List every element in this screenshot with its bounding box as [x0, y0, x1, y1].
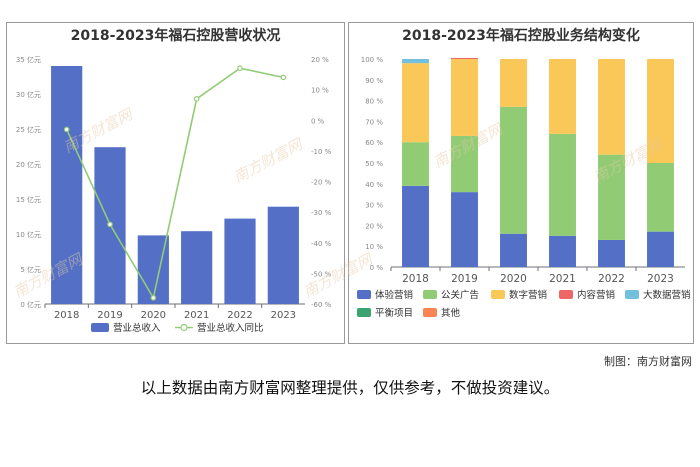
- y-left-tick-label: 10 亿元: [16, 230, 41, 239]
- y-tick-label: 10 %: [365, 243, 383, 251]
- legend-swatch: [559, 290, 573, 299]
- legend-swatch: [357, 308, 371, 317]
- legend-swatch: [491, 290, 505, 299]
- x-tick-label: 2021: [549, 273, 576, 285]
- stacked-bar-segment: [647, 231, 674, 267]
- stacked-bar-segment: [598, 59, 625, 155]
- x-tick-label: 2022: [227, 310, 252, 321]
- y-left-tick-label: 15 亿元: [16, 195, 41, 204]
- legend-label: 体验营销: [375, 289, 414, 301]
- legend-label-revenue: 营业总收入: [113, 322, 161, 334]
- y-right-tick-label: 10 %: [311, 87, 329, 95]
- stacked-bar-segment: [451, 57, 478, 59]
- stacked-bar-segment: [402, 59, 429, 64]
- legend-swatch-revenue: [91, 323, 109, 332]
- legend-swatch: [423, 308, 437, 317]
- x-tick-label: 2018: [402, 273, 429, 285]
- x-tick-label: 2018: [54, 310, 79, 321]
- revenue-chart: 0 亿元 5 亿元 10 亿元 15 亿元 20 亿元 25 亿元 30 亿元 35 亿元 -6…: [16, 55, 332, 334]
- x-tick-label: 2020: [141, 310, 166, 321]
- x-tick-label: 2020: [500, 273, 527, 285]
- legend-swatch: [357, 290, 371, 299]
- y-tick-label: 70 %: [365, 118, 383, 126]
- yoy-growth-point: [237, 65, 243, 71]
- y-tick-label: 0 %: [370, 264, 384, 272]
- stacked-bar-segment: [402, 142, 429, 186]
- legend-swatch-yoy-dot: [180, 323, 188, 332]
- stacked-bar-segment: [500, 106, 527, 234]
- structure-chart: 0 % 10 % 20 % 30 % 40 % 50 % 60 % 70 % 80 % 90 % 1…: [357, 56, 691, 319]
- x-tick-label: 2023: [271, 310, 296, 321]
- x-tick-label: 2022: [598, 273, 625, 285]
- x-tick-label: 2023: [647, 273, 674, 285]
- y-left-tick-label: 35 亿元: [16, 55, 41, 64]
- yoy-growth-point: [193, 96, 200, 102]
- revenue-bar: [267, 206, 299, 304]
- y-right-tick-label: -20 %: [311, 179, 332, 187]
- legend-label: 大数据营销: [643, 289, 691, 301]
- y-right-tick-label: -10 %: [311, 148, 332, 156]
- yoy-growth-point: [63, 126, 70, 133]
- stacked-bar-segment: [402, 185, 429, 267]
- legend-label: 其他: [441, 307, 461, 319]
- y-tick-label: 80 %: [365, 98, 383, 106]
- legend-label: 平衡项目: [375, 307, 413, 319]
- stacked-bar-segment: [500, 59, 527, 107]
- stacked-bar-segment: [549, 133, 576, 236]
- stacked-bar-segment: [647, 163, 674, 232]
- y-tick-label: 60 %: [365, 139, 383, 147]
- chart-credit: 制图：南方财富网: [604, 355, 692, 368]
- stacked-bar-segment: [549, 235, 576, 267]
- y-right-tick-label: -30 %: [311, 209, 332, 217]
- y-left-tick-label: 30 亿元: [16, 90, 41, 99]
- yoy-growth-point: [150, 295, 157, 301]
- y-right-tick-label: -60 %: [311, 301, 332, 309]
- legend-swatch: [625, 290, 639, 299]
- revenue-bar: [181, 231, 213, 304]
- stacked-bar-segment: [451, 59, 478, 136]
- y-tick-label: 90 %: [365, 77, 383, 85]
- y-tick-label: 50 %: [365, 160, 383, 168]
- y-left-tick-label: 20 亿元: [16, 160, 41, 169]
- y-left-tick-label: 25 亿元: [16, 125, 41, 134]
- y-tick-label: 40 %: [365, 181, 383, 189]
- stacked-bar-segment: [500, 233, 527, 267]
- revenue-chart-title: 2018-2023年福石控股营收状况: [70, 28, 281, 44]
- legend-label: 内容营销: [577, 289, 616, 301]
- yoy-growth-point: [280, 74, 287, 81]
- legend-label: 公关广告: [441, 289, 479, 301]
- stacked-bar-segment: [647, 59, 674, 163]
- y-right-tick-label: 0 %: [311, 117, 325, 125]
- y-right-tick-label: -40 %: [311, 240, 332, 248]
- x-tick-label: 2021: [184, 310, 209, 321]
- y-tick-label: 30 %: [365, 202, 383, 210]
- x-tick-label: 2019: [97, 310, 122, 321]
- legend-swatch: [423, 290, 437, 299]
- y-right-tick-label: -50 %: [311, 270, 332, 278]
- stacked-bar-segment: [598, 239, 625, 267]
- revenue-bar: [224, 218, 256, 304]
- stacked-bar-segment: [549, 59, 576, 134]
- revenue-chart-panel: 2018-2023年福石控股营收状况 0 亿元 5 亿元 10 亿元 15 亿元 20 …: [6, 22, 345, 344]
- yoy-growth-line: [65, 67, 284, 301]
- stacked-bar-segment: [451, 135, 478, 193]
- y-tick-label: 20 %: [365, 222, 383, 230]
- y-tick-label: 100 %: [361, 56, 384, 64]
- structure-chart-title: 2018-2023年福石控股业务结构变化: [402, 28, 640, 44]
- yoy-growth-point: [107, 221, 113, 228]
- revenue-bar: [51, 66, 83, 304]
- structure-chart-panel: 2018-2023年福石控股业务结构变化 0 % 10 % 20 % 30 % 40 %…: [348, 22, 694, 344]
- legend-label: 数字营销: [509, 289, 548, 301]
- y-left-tick-label: 5 亿元: [20, 265, 41, 274]
- disclaimer-text: 以上数据由南方财富网整理提供，仅供参考，不做投资建议。: [140, 379, 560, 397]
- y-left-tick-label: 0 亿元: [20, 300, 41, 309]
- stacked-bar-segment: [598, 154, 625, 240]
- y-right-tick-label: 20 %: [311, 56, 329, 64]
- x-tick-label: 2019: [451, 273, 478, 285]
- stacked-bar-segment: [451, 192, 478, 267]
- stacked-bar-segment: [402, 63, 429, 143]
- legend-label-yoy: 营业总收入同比: [197, 322, 264, 334]
